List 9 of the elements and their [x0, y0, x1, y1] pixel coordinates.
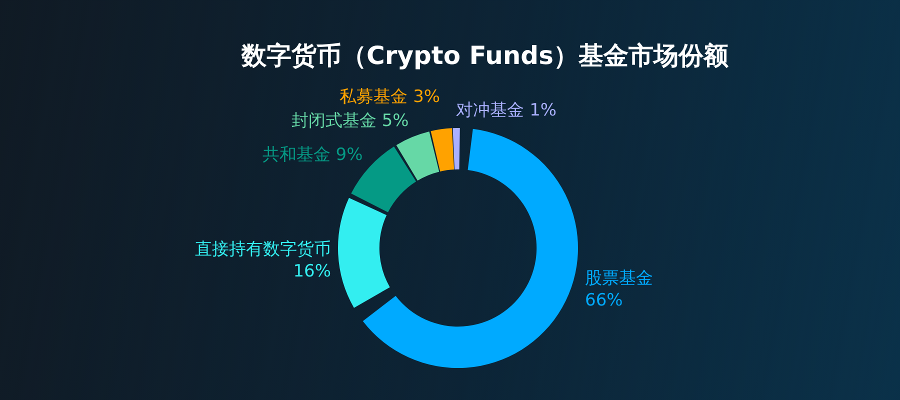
chart-title: 数字货币（Crypto Funds）基金市场份额: [240, 40, 730, 72]
slice-label: 共和基金 9%: [262, 145, 363, 166]
slice-label: 对冲基金 1%: [456, 100, 557, 120]
slice-label: 直接持有数字货币: [195, 239, 331, 260]
data-label: 66%: [585, 290, 623, 310]
slice-label: 股票基金: [585, 268, 653, 288]
data-label: 16%: [293, 261, 331, 282]
slice-label: 封闭式基金 5%: [291, 110, 409, 131]
slice-label: 私募基金 3%: [340, 86, 440, 107]
